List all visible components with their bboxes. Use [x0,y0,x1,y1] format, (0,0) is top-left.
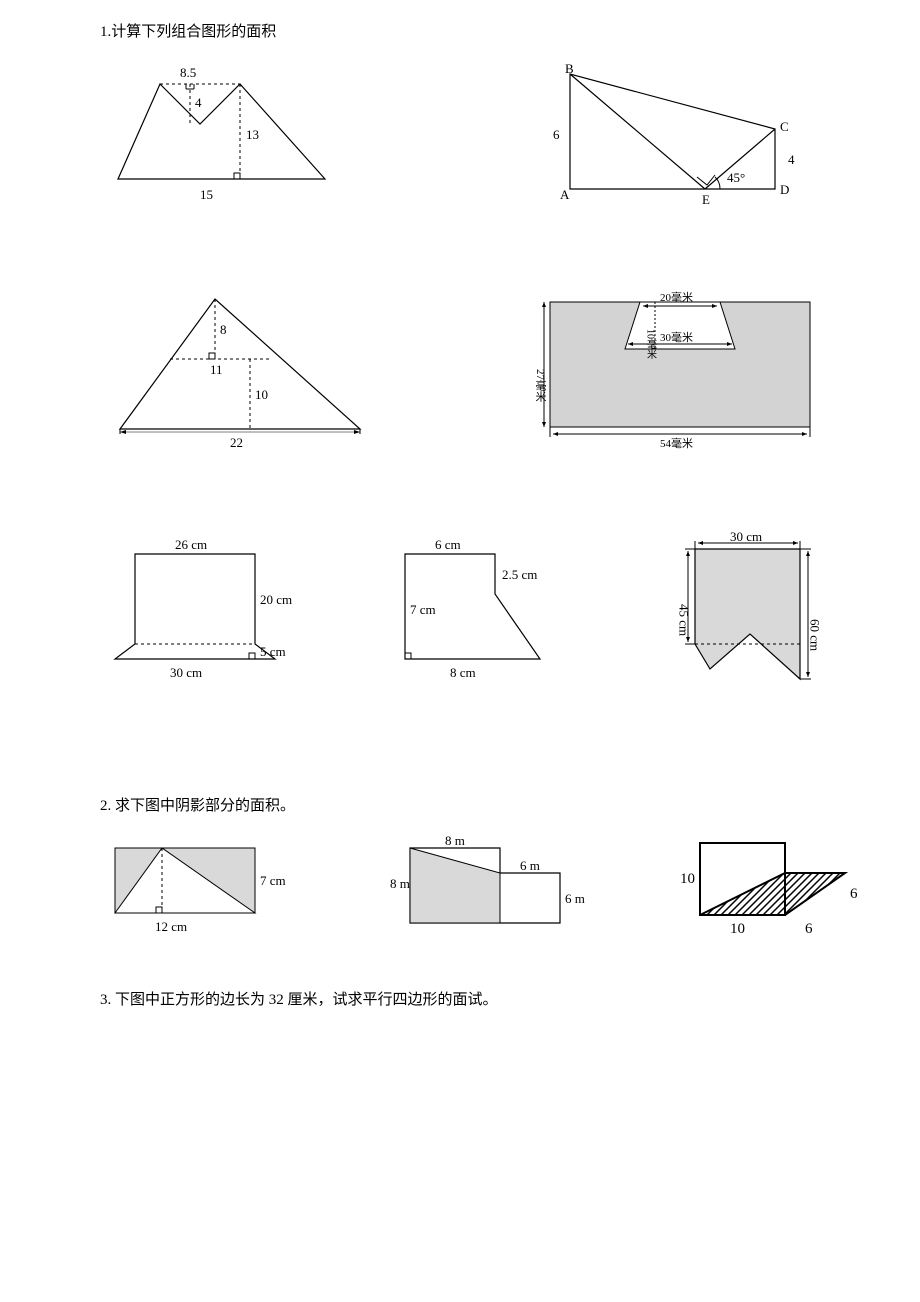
label: C [780,119,789,134]
label: 20 cm [260,592,292,607]
row-q2: 7 cm 12 cm 8 m 8 m 6 m 6 m [100,833,820,948]
q2-fig3: 10 10 6 6 [670,833,870,948]
label: 8 [220,322,227,337]
label: 8 cm [450,665,476,680]
label: 4 [195,95,202,110]
q1-fig3: 8 11 10 22 [100,284,380,459]
label: 6 [850,886,858,902]
q2-heading: 2. 求下图中阴影部分的面积。 [100,794,820,815]
q1-fig6: 6 cm 2.5 cm 7 cm 8 cm [380,529,570,704]
label: 10毫米 [645,329,657,360]
label: 5 cm [260,644,286,659]
row-2: 8 11 10 22 2 [100,284,820,459]
label: 7 cm [260,873,286,888]
label: 6 [553,127,560,142]
label: 11 [210,362,223,377]
label: 30 cm [170,665,202,680]
label: 10 [255,387,268,402]
label: 8.5 [180,65,196,80]
q2-fig1: 7 cm 12 cm [100,833,290,948]
label: 22 [230,435,243,450]
row-1: 8.5 4 13 15 B C D E A 6 4 45° [100,59,820,214]
label: 10 [680,871,695,887]
q1-heading: 1.计算下列组合图形的面积 [100,20,820,41]
label: 12 cm [155,919,187,934]
label: 30毫米 [660,330,693,344]
label: 6 cm [435,537,461,552]
label: 27毫米 [534,369,547,403]
label: 26 cm [175,537,207,552]
label: 45 cm [677,604,692,636]
label: 6 [805,921,813,937]
label: D [780,182,789,197]
q1-fig5: 26 cm 20 cm 5 cm 30 cm [100,529,300,704]
label: 20毫米 [660,290,693,304]
label: 13 [246,127,259,142]
label: 8 m [390,876,410,891]
q1-fig1: 8.5 4 13 15 [100,59,350,214]
label: A [560,187,570,202]
q1-fig2: B C D E A 6 4 45° [540,59,820,214]
label: 6 m [565,891,585,906]
q1-fig4: 20毫米 30毫米 27毫米 10毫米 54毫米 [520,284,830,459]
q2-fig2: 8 m 8 m 6 m 6 m [390,833,590,948]
q3-heading: 3. 下图中正方形的边长为 32 厘米，试求平行四边形的面试。 [100,988,820,1009]
q1-fig7: 30 cm 45 cm 60 cm [650,529,840,704]
label: 60 cm [808,619,823,651]
label: 8 m [445,833,465,848]
label: 30 cm [730,529,762,544]
label: 4 [788,152,795,167]
label: 15 [200,187,213,202]
label: 10 [730,921,745,937]
row-3: 26 cm 20 cm 5 cm 30 cm 6 cm 2.5 cm 7 cm … [100,529,820,704]
label: 2.5 cm [502,567,537,582]
label: 6 m [520,858,540,873]
label: 7 cm [410,602,436,617]
label: B [565,61,574,76]
label: E [702,192,710,207]
label: 45° [727,170,745,185]
label: 54毫米 [660,436,693,450]
